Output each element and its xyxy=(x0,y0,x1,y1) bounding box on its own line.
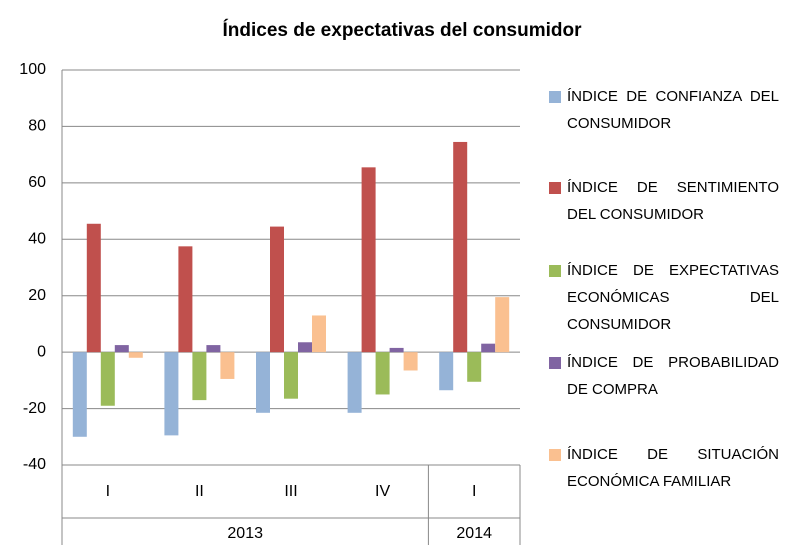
bar xyxy=(178,246,193,353)
x-tick-label: I xyxy=(472,483,476,500)
bar xyxy=(220,352,235,379)
legend-swatch xyxy=(549,182,561,194)
bar xyxy=(86,223,101,353)
legend-item: ÍNDICE DE EXPECTATIVAS ECONÓMICAS DEL CO… xyxy=(549,257,779,338)
y-tick-label: 0 xyxy=(37,343,46,360)
legend-label: ÍNDICE DE SITUACIÓN ECONÓMICA FAMILIAR xyxy=(567,446,779,490)
bar xyxy=(128,352,143,358)
bar xyxy=(495,297,510,353)
legend-swatch xyxy=(549,357,561,369)
bar xyxy=(312,315,326,353)
legend-swatch xyxy=(549,265,561,277)
x-tick-label: IV xyxy=(375,483,390,500)
bar xyxy=(439,352,454,391)
bar xyxy=(298,342,312,353)
x-group-label: 2014 xyxy=(456,525,492,542)
legend-label: ÍNDICE DE CONFIANZA DEL CONSUMIDOR xyxy=(567,88,779,132)
bar xyxy=(361,167,376,353)
bar xyxy=(114,345,129,353)
bar xyxy=(389,347,404,353)
y-tick-label: 100 xyxy=(19,61,46,78)
y-tick-label: -40 xyxy=(23,456,46,473)
legend-label: ÍNDICE DE PROBABILIDAD DE COMPRA xyxy=(567,354,779,398)
legend-label: ÍNDICE DE SENTIMIENTO DEL CONSUMIDOR xyxy=(567,179,779,223)
bar xyxy=(481,343,496,353)
legend-item: ÍNDICE DE CONFIANZA DEL CONSUMIDOR xyxy=(549,83,779,137)
x-tick-label: II xyxy=(195,483,204,500)
bar xyxy=(403,352,418,371)
bar xyxy=(270,226,284,353)
chart-title: Índices de expectativas del consumidor xyxy=(222,19,582,41)
bar xyxy=(164,352,179,436)
y-tick-label: 80 xyxy=(28,118,46,135)
bar xyxy=(467,352,482,382)
bar xyxy=(72,352,87,437)
bar xyxy=(256,352,270,413)
bar xyxy=(375,352,390,395)
legend-swatch xyxy=(549,449,561,461)
legend-item: ÍNDICE DE SENTIMIENTO DEL CONSUMIDOR xyxy=(549,174,779,228)
bar xyxy=(206,345,221,353)
legend-swatch xyxy=(549,91,561,103)
legend-item: ÍNDICE DE SITUACIÓN ECONÓMICA FAMILIAR xyxy=(549,441,779,495)
bar xyxy=(192,352,207,401)
bar xyxy=(453,141,468,353)
y-tick-label: -20 xyxy=(23,400,46,417)
y-tick-label: 40 xyxy=(28,231,46,248)
bar xyxy=(347,352,362,413)
y-tick-label: 60 xyxy=(28,174,46,191)
bar xyxy=(284,352,298,399)
legend-label: ÍNDICE DE EXPECTATIVAS ECONÓMICAS DEL CO… xyxy=(567,262,779,333)
y-tick-label: 20 xyxy=(28,287,46,304)
bar xyxy=(100,352,115,406)
x-tick-label: III xyxy=(284,483,297,500)
x-tick-label: I xyxy=(106,483,110,500)
x-group-label: 2013 xyxy=(227,525,263,542)
legend-item: ÍNDICE DE PROBABILIDAD DE COMPRA xyxy=(549,349,779,403)
